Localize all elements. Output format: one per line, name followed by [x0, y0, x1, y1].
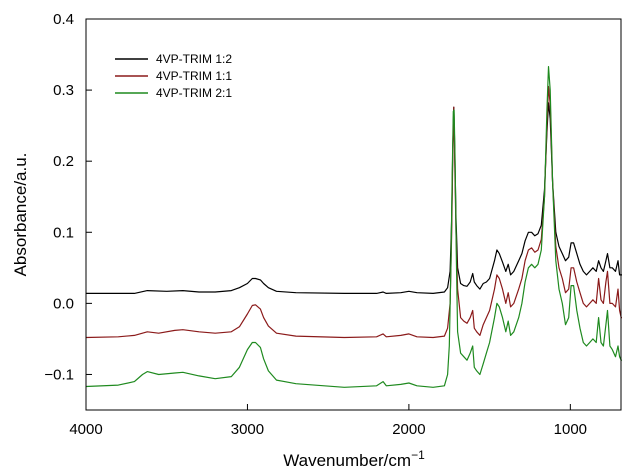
series-line-1 [86, 102, 622, 294]
x-tick-label: 3000 [231, 421, 264, 438]
x-tick-label: 1000 [554, 421, 587, 438]
y-tick-label: 0.0 [53, 295, 74, 312]
x-axis-title: Wavenumber/cm−1 [283, 448, 425, 470]
y-tick-label: 0.3 [53, 82, 74, 99]
series-line-2 [85, 85, 622, 339]
series-layer [85, 65, 622, 388]
y-tick-label: 0.4 [53, 11, 74, 28]
y-tick-label: 0.2 [53, 153, 74, 170]
x-tick-label: 4000 [69, 421, 102, 438]
legend-label-2: 4VP-TRIM 1:1 [156, 69, 232, 83]
y-tick-label: 0.1 [53, 224, 74, 241]
plot-frame [85, 18, 622, 411]
y-axis-title: Absorbance/a.u. [11, 153, 30, 277]
y-axis: −0.1 0.0 0.1 0.2 0.3 0.4 [44, 11, 92, 383]
legend-label-1: 4VP-TRIM 1:2 [156, 52, 232, 66]
legend-label-3: 4VP-TRIM 2:1 [156, 86, 232, 100]
legend: 4VP-TRIM 1:2 4VP-TRIM 1:1 4VP-TRIM 2:1 [115, 52, 232, 100]
x-axis: 4000 3000 2000 1000 [69, 404, 587, 438]
x-axis-title-superscript: −1 [411, 448, 425, 462]
series-line-3 [85, 65, 622, 388]
x-axis-title-text: Wavenumber/cm [283, 451, 411, 470]
x-tick-label: 2000 [392, 421, 425, 438]
y-tick-label: −0.1 [44, 366, 74, 383]
